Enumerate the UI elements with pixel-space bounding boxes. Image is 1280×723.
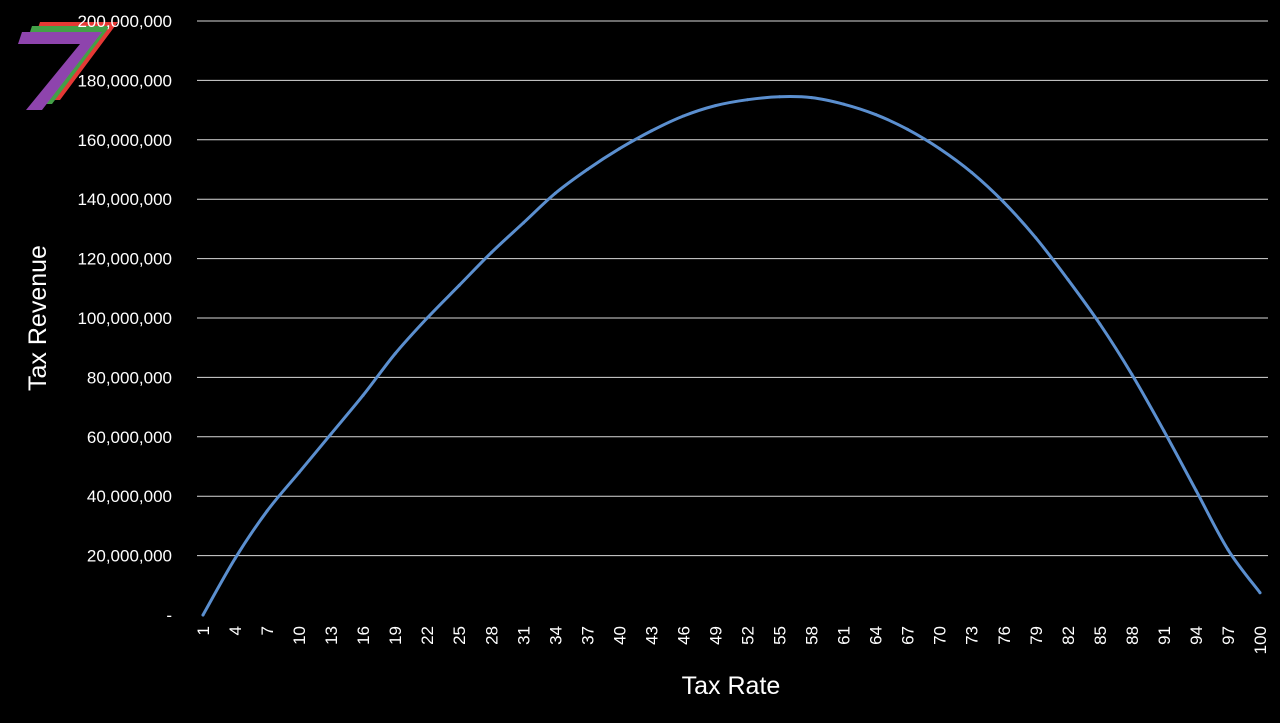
data-point: [1066, 277, 1070, 281]
data-point: [1034, 236, 1038, 240]
data-point: [329, 432, 333, 436]
y-tick-label: 80,000,000: [87, 368, 172, 387]
x-tick-label: 34: [546, 626, 565, 645]
x-tick-label: 19: [386, 626, 405, 645]
x-tick-label: 88: [1123, 626, 1142, 645]
x-tick-label: 61: [835, 626, 854, 645]
x-tick-label: 70: [931, 626, 950, 645]
y-tick-label: -: [166, 606, 172, 625]
data-point: [425, 316, 429, 320]
data-point: [1258, 591, 1262, 595]
x-tick-label: 94: [1187, 626, 1206, 645]
x-tick-label: 52: [739, 626, 758, 645]
data-point: [393, 352, 397, 356]
data-point: [297, 470, 301, 474]
x-tick-label: 31: [514, 626, 533, 645]
data-point: [649, 129, 653, 133]
x-tick-label: 16: [354, 626, 373, 645]
y-tick-label: 160,000,000: [77, 131, 172, 150]
x-tick-label: 79: [1027, 626, 1046, 645]
data-point: [746, 98, 750, 102]
data-point: [906, 127, 910, 131]
y-tick-label: 20,000,000: [87, 547, 172, 566]
data-point: [970, 170, 974, 174]
x-tick-label: 82: [1059, 626, 1078, 645]
data-point: [713, 104, 717, 108]
x-tick-label: 97: [1219, 626, 1238, 645]
x-tick-label: 64: [867, 626, 886, 645]
data-point: [1002, 200, 1006, 204]
x-tick-label: 40: [610, 626, 629, 645]
data-point: [489, 251, 493, 255]
data-point: [457, 283, 461, 287]
seven-logo-icon: [18, 22, 118, 110]
x-tick-label: 55: [771, 626, 790, 645]
data-point: [553, 191, 557, 195]
x-tick-label: 76: [995, 626, 1014, 645]
x-tick-label: 37: [578, 626, 597, 645]
series-line-0: [201, 95, 1262, 617]
data-point: [681, 114, 685, 118]
x-tick-label: 85: [1091, 626, 1110, 645]
x-tick-label: 1: [194, 626, 213, 635]
data-point: [1130, 372, 1134, 376]
data-point: [617, 147, 621, 151]
y-tick-label: 200,000,000: [77, 12, 172, 31]
data-point: [1098, 322, 1102, 326]
data-point: [585, 168, 589, 171]
x-tick-label: 10: [290, 626, 309, 645]
x-tick-label: 4: [226, 626, 245, 635]
x-tick-label: 49: [706, 626, 725, 645]
data-point: [1162, 429, 1166, 433]
y-tick-label: 180,000,000: [77, 71, 172, 90]
x-tick-label: 91: [1155, 626, 1174, 645]
x-axis-title: Tax Rate: [682, 672, 781, 700]
x-tick-label: 58: [803, 626, 822, 645]
logo-purple-stripe: [18, 32, 102, 110]
x-tick-label: 73: [963, 626, 982, 645]
y-tick-label: 40,000,000: [87, 487, 172, 506]
data-point: [874, 113, 878, 117]
y-tick-label: 140,000,000: [77, 190, 172, 209]
x-tick-label: 7: [258, 626, 277, 635]
x-tick-label: 67: [899, 626, 918, 645]
data-point: [938, 147, 942, 151]
x-tick-label: 46: [674, 626, 693, 645]
data-point: [361, 393, 365, 397]
x-tick-label: 13: [322, 626, 341, 645]
y-tick-label: 60,000,000: [87, 428, 172, 447]
data-point: [810, 96, 814, 100]
data-point: [201, 613, 205, 617]
data-point: [842, 102, 846, 106]
data-point: [1226, 548, 1230, 552]
y-axis-title: Tax Revenue: [24, 245, 52, 391]
x-tick-label: 43: [642, 626, 661, 645]
data-point: [521, 221, 525, 225]
y-tick-label: 120,000,000: [77, 250, 172, 269]
x-axis-tick-labels: 1 4 7 10 13 16 19 22 25 28 31 34 37 40 43 46 49 52 55 58 61 6…: [194, 626, 1270, 654]
data-point: [265, 509, 269, 513]
data-point: [1194, 488, 1198, 492]
data-point: [233, 557, 237, 561]
x-tick-label: 28: [482, 626, 501, 645]
data-point: [778, 95, 782, 99]
series-layer: [201, 95, 1262, 617]
x-tick-label: 25: [450, 626, 469, 645]
y-tick-label: 100,000,000: [77, 309, 172, 328]
x-tick-label: 100: [1251, 626, 1270, 654]
x-tick-label: 22: [418, 626, 437, 645]
y-axis-tick-labels: - 20,000,000 40,000,000 60,000,000 80,000,00…: [77, 12, 172, 625]
